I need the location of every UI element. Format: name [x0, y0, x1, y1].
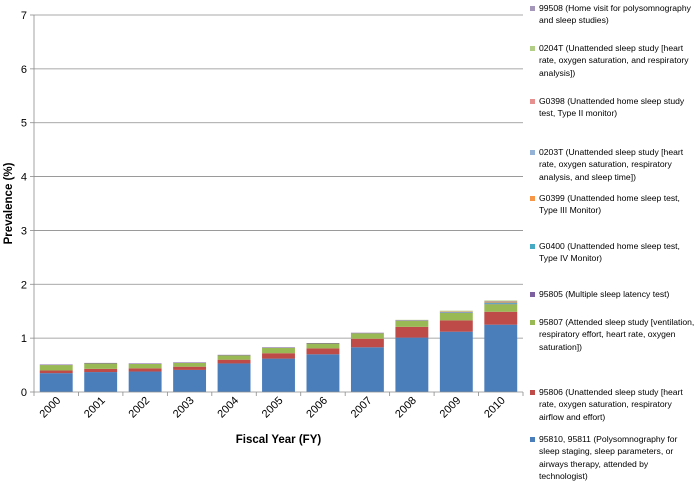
y-tick-label: 0: [21, 387, 27, 399]
legend-swatch: [530, 292, 535, 297]
bar-segment: [350, 333, 384, 339]
bar-segment: [39, 370, 73, 374]
bar-segment: [39, 364, 73, 366]
bar-segment: [350, 332, 384, 334]
legend-swatch: [530, 437, 535, 442]
x-tick-label: 2003: [171, 395, 197, 421]
legend-label: 95805 (Multiple sleep latency test): [539, 289, 670, 299]
bar-segment: [439, 312, 473, 321]
y-axis-label: Prevalence (%): [3, 162, 15, 244]
legend-label: G0398 (Unattended home sleep study test,…: [539, 96, 685, 119]
bar-segment: [39, 365, 73, 371]
bar-segment: [439, 320, 473, 332]
gridlines: [34, 14, 523, 339]
bar-segment: [173, 369, 207, 392]
bar-segment: [217, 363, 251, 392]
x-tick-label: 2006: [304, 395, 330, 421]
bar-segment: [484, 303, 518, 305]
bars: [39, 300, 518, 392]
bar-segment: [484, 324, 518, 392]
bar-segment: [395, 320, 429, 327]
legend-label: 95806 (Unattended sleep study [heart rat…: [539, 387, 683, 422]
bar-segment: [128, 368, 162, 372]
y-tick-label: 3: [21, 225, 27, 237]
legend-label: 95810, 95811 (Polysomnography for sleep …: [539, 434, 678, 482]
legend-label: 99508 (Home visit for polysomnography an…: [539, 3, 691, 26]
x-axis-label: Fiscal Year (FY): [236, 434, 322, 446]
bar-segment: [395, 319, 429, 321]
bar-segment: [484, 300, 518, 301]
bar-segment: [84, 362, 118, 364]
legend-label: G0400 (Unattended home sleep test, Type …: [539, 241, 680, 264]
bar-segment: [173, 366, 207, 370]
legend-swatch: [530, 244, 535, 249]
x-tick-label: 2004: [215, 395, 241, 421]
y-axis-ticks: 0 1 2 3 4 5 6 7: [21, 10, 34, 399]
legend-label: G0399 (Unattended home sleep test, Type …: [539, 193, 680, 216]
bar-segment: [439, 311, 473, 312]
legend-swatch: [530, 320, 535, 325]
bar-segment: [217, 355, 251, 360]
bar-segment: [217, 359, 251, 364]
bar-segment: [306, 348, 340, 355]
bar-segment: [395, 320, 429, 321]
legend-label: 95807 (Attended sleep study [ventilation…: [539, 317, 695, 352]
x-tick-label: 2000: [38, 395, 64, 421]
bar-segment: [39, 373, 73, 392]
bar-segment: [439, 311, 473, 313]
x-tick-label: 2007: [349, 395, 375, 421]
x-tick-label: 2005: [260, 395, 286, 421]
bar-segment: [350, 347, 384, 392]
bar-segment: [439, 331, 473, 392]
bar-segment: [484, 311, 518, 325]
x-tick-label: 2010: [482, 395, 508, 421]
bar-segment: [350, 338, 384, 348]
bar-segment: [173, 362, 207, 363]
y-tick-label: 1: [21, 333, 27, 345]
legend-swatch: [530, 390, 535, 395]
bar-segment: [173, 362, 207, 367]
bar-segment: [128, 371, 162, 392]
legend-label: 0203T (Unattended sleep study [heart rat…: [539, 147, 684, 182]
bar-segment: [128, 363, 162, 364]
bar-segment: [262, 347, 295, 354]
bar-segment: [306, 354, 340, 392]
bar-segment: [84, 372, 118, 392]
y-tick-label: 6: [21, 64, 27, 76]
x-tick-label: 2009: [438, 395, 464, 421]
bar-segment: [262, 358, 295, 392]
bar-segment: [395, 326, 429, 338]
legend-swatch: [530, 46, 535, 51]
legend-swatch: [530, 196, 535, 201]
bar-segment: [439, 312, 473, 313]
bar-segment: [306, 342, 340, 344]
bar-segment: [484, 301, 518, 303]
legend-swatch: [530, 6, 535, 11]
bar-segment: [306, 343, 340, 349]
bar-segment: [84, 363, 118, 369]
legend-swatch: [530, 99, 535, 104]
bar-segment: [217, 354, 251, 356]
y-tick-label: 2: [21, 279, 27, 291]
y-tick-label: 5: [21, 118, 27, 130]
bar-segment: [439, 310, 473, 312]
legend-swatch: [530, 150, 535, 155]
bar-segment: [484, 300, 518, 302]
x-axis-ticks: 2000 2001 2002 2003 2004 2005 2006 2007 2008 2009…: [33, 392, 524, 421]
y-tick-label: 7: [21, 10, 27, 22]
legend-label: 0204T (Unattended sleep study [heart rat…: [539, 43, 689, 78]
x-tick-label: 2001: [82, 395, 108, 421]
bar-segment: [484, 302, 518, 304]
x-tick-label: 2008: [393, 395, 419, 421]
x-tick-label: 2002: [126, 395, 152, 421]
bar-segment: [262, 353, 295, 359]
bar-segment: [484, 304, 518, 312]
bar-segment: [128, 363, 162, 369]
bar-segment: [395, 337, 429, 392]
y-tick-label: 4: [21, 172, 27, 184]
bar-segment: [84, 368, 118, 373]
bar-segment: [262, 347, 295, 348]
